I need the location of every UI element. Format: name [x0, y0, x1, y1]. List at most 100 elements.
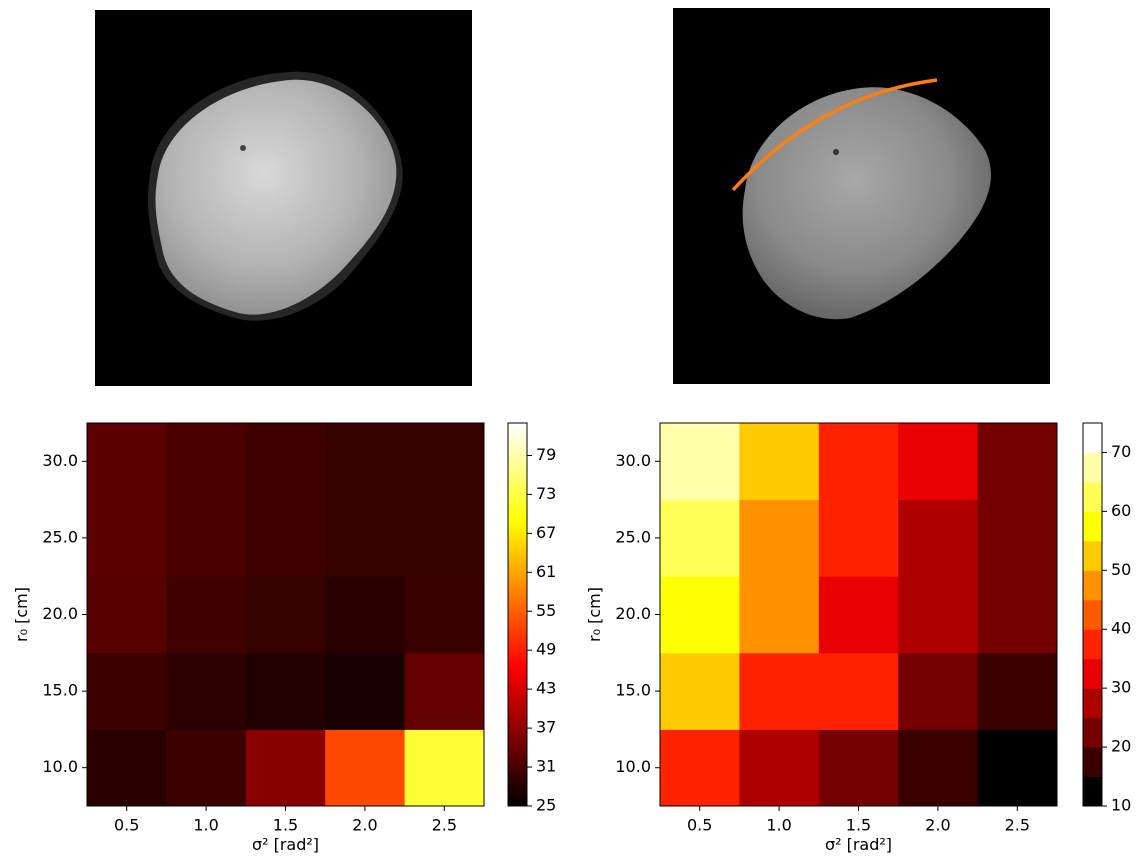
colorbar-swatch: [508, 710, 527, 714]
colorbar-swatch: [508, 426, 527, 430]
colorbar-tick-label: 40: [1111, 619, 1131, 638]
heatmap-cell: [660, 423, 740, 501]
colorbar-swatch: [508, 633, 527, 638]
colorbar-tick-label: 60: [1111, 501, 1131, 520]
heatmap-cell: [404, 576, 485, 654]
colorbar-swatch: [508, 560, 527, 564]
colorbar-swatch: [508, 748, 527, 753]
x-tick-label: 1.5: [273, 816, 298, 835]
heatmap-cell: [166, 652, 247, 730]
colorbar-swatch: [508, 496, 527, 501]
colorbar-tick-label: 67: [536, 523, 556, 542]
colorbar-swatch: [508, 799, 527, 804]
colorbar-swatch: [508, 544, 527, 548]
colorbar-swatch: [508, 687, 527, 692]
colorbar-swatch: [508, 630, 527, 635]
colorbar-swatch: [508, 493, 527, 497]
colorbar-swatch: [508, 719, 527, 724]
colorbar-swatch: [508, 786, 527, 791]
colorbar-swatch: [508, 796, 527, 801]
colorbar-swatch: [508, 652, 527, 657]
colorbar-swatch: [1083, 599, 1102, 630]
y-tick-label: 25.0: [42, 527, 78, 546]
heatmap-cell: [898, 729, 979, 807]
heatmap-cell: [739, 729, 820, 807]
y-tick-label: 30.0: [42, 451, 78, 470]
colorbar-frame: [1082, 422, 1103, 807]
colorbar-swatch: [508, 477, 527, 481]
colorbar-swatch: [508, 620, 527, 625]
colorbar-swatch: [508, 624, 527, 628]
colorbar-swatch: [508, 617, 527, 622]
colorbar-frame: [507, 422, 528, 807]
colorbar-swatch: [508, 451, 527, 456]
colorbar-tick-label: 79: [536, 445, 556, 464]
colorbar-swatch: [508, 691, 527, 695]
colorbar-swatch: [1083, 717, 1102, 748]
y-axis-label: r₀ [cm]: [12, 587, 31, 642]
colorbar-swatch: [1083, 452, 1102, 483]
colorbar-swatch: [508, 636, 527, 641]
heatmap-cell: [660, 652, 740, 730]
y-axis-label: r₀ [cm]: [585, 587, 604, 642]
colorbar-swatch: [508, 738, 527, 743]
heatmap-cell: [739, 423, 820, 501]
heatmap-cell: [87, 423, 167, 501]
colorbar-swatch: [508, 780, 527, 785]
heatmap-cell: [245, 423, 326, 501]
colorbar-swatch: [508, 777, 527, 781]
colorbar-swatch: [508, 678, 527, 683]
colorbar-swatch: [508, 521, 527, 526]
heatmap-cell: [404, 423, 485, 501]
colorbar-swatch: [508, 579, 527, 584]
colorbar-tick-label: 25: [536, 796, 556, 815]
colorbar-swatch: [508, 474, 527, 478]
y-tick-label: 20.0: [615, 604, 651, 623]
colorbar-swatch: [508, 726, 527, 730]
heatmap-cell: [166, 423, 247, 501]
x-axis-label: σ² [rad²]: [825, 835, 892, 854]
heatmap-cell: [660, 499, 740, 577]
x-tick-label: 2.5: [1005, 816, 1030, 835]
y-tick-label: 20.0: [42, 604, 78, 623]
colorbar-swatch: [508, 703, 527, 708]
colorbar-swatch: [508, 515, 527, 520]
colorbar-swatch: [508, 505, 527, 510]
heatmap-cell: [245, 652, 326, 730]
colorbar-swatch: [508, 761, 527, 766]
y-tick-label: 10.0: [615, 757, 651, 776]
colorbar-swatch: [508, 461, 527, 465]
colorbar-swatch: [508, 729, 527, 734]
heatmap-cell: [660, 729, 740, 807]
colorbar-swatch: [508, 745, 527, 750]
colorbar-swatch: [508, 649, 527, 654]
colorbar-swatch: [508, 464, 527, 469]
colorbar-swatch: [508, 604, 527, 609]
heatmap-cell: [660, 576, 740, 654]
x-tick-label: 2.0: [352, 816, 377, 835]
colorbar-swatch: [508, 429, 527, 434]
colorbar-swatch: [508, 611, 527, 615]
heatmap-cell: [325, 576, 406, 654]
colorbar-tick-label: 30: [1111, 678, 1131, 697]
colorbar-swatch: [508, 458, 527, 462]
heatmap-cell: [87, 576, 167, 654]
x-tick-label: 1.0: [766, 816, 791, 835]
y-tick-label: 15.0: [42, 681, 78, 700]
heatmap-cell: [166, 499, 247, 577]
colorbar-swatch: [508, 697, 527, 702]
colorbar-swatch: [508, 601, 527, 606]
heatmap-cell: [977, 423, 1058, 501]
colorbar-swatch: [508, 793, 527, 797]
colorbar-swatch: [508, 573, 527, 577]
y-tick-label: 10.0: [42, 757, 78, 776]
colorbar-swatch: [508, 502, 527, 507]
colorbar-swatch: [508, 480, 527, 485]
colorbar-swatch: [508, 512, 527, 517]
colorbar-swatch: [1083, 658, 1102, 689]
colorbar-swatch: [508, 525, 527, 529]
colorbar-tick-label: 49: [536, 640, 556, 659]
colorbar-swatch: [508, 528, 527, 533]
colorbar-swatch: [508, 640, 527, 644]
